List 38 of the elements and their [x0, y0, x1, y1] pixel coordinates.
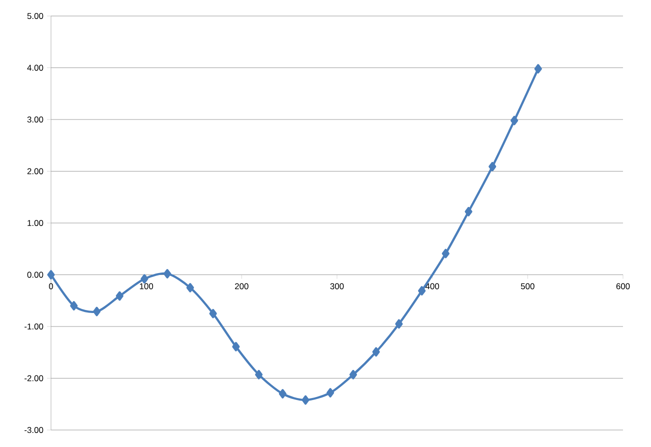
point — [209, 308, 217, 318]
point — [302, 395, 310, 405]
y-tick-label: 1.00 — [28, 220, 44, 226]
x-tick-label: 100 — [140, 283, 154, 290]
x-tick-label: 300 — [330, 283, 344, 290]
y-tick-label: -3.00 — [24, 427, 44, 433]
point — [395, 319, 403, 329]
point — [70, 301, 78, 310]
point — [255, 370, 263, 380]
x-tick-label: 500 — [520, 283, 534, 290]
y-tick-label: 4.00 — [27, 64, 44, 71]
point — [140, 274, 148, 284]
point — [116, 291, 124, 301]
x-tick-label: 600 — [616, 283, 630, 290]
point — [372, 347, 380, 357]
point — [418, 286, 426, 296]
point — [464, 206, 472, 216]
point — [278, 389, 286, 398]
x-tick-label: 0 — [48, 283, 54, 290]
point — [186, 283, 194, 292]
point — [232, 342, 240, 352]
point — [164, 269, 172, 278]
point — [442, 248, 450, 258]
point — [349, 370, 357, 380]
point — [534, 64, 542, 74]
y-tick-label: 0.00 — [27, 272, 44, 278]
x-tick-label: 400 — [425, 283, 440, 290]
x-tick-label: 200 — [235, 283, 248, 290]
y-tick-label: 5.00 — [27, 13, 44, 19]
point — [47, 270, 55, 280]
point — [488, 162, 496, 172]
y-tick-label: 2.00 — [27, 168, 44, 174]
point — [92, 306, 101, 316]
y-tick-label: 3.00 — [27, 116, 44, 122]
point — [326, 388, 334, 398]
point — [510, 116, 518, 126]
y-tick-label: -1.00 — [24, 324, 44, 330]
y-tick-label: -2.00 — [24, 375, 44, 382]
